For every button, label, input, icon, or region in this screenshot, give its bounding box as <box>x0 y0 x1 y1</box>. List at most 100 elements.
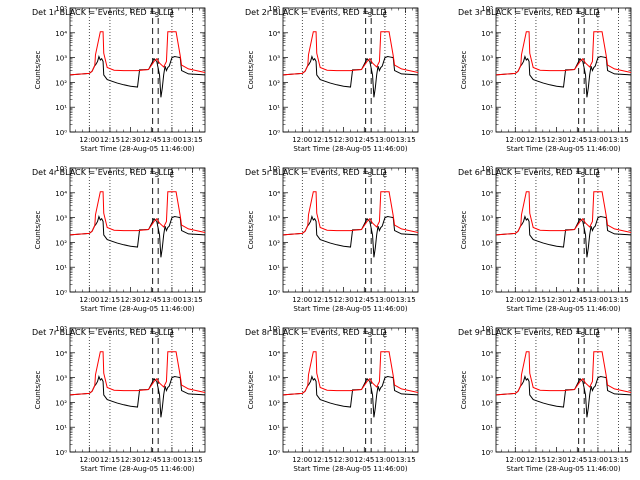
x-tick-label: 13:00 <box>162 296 182 304</box>
events-series-line <box>496 55 631 98</box>
events-series-line <box>496 375 631 418</box>
x-tick-label: 12:30 <box>547 296 567 304</box>
x-tick-label: 13:15 <box>609 456 629 464</box>
y-axis-title: Counts/sec <box>247 51 255 90</box>
x-tick-label: 12:15 <box>313 136 333 144</box>
panel-title: Det 9r BLACK = Events, RED = LLD <box>458 328 600 337</box>
x-tick-label: 13:00 <box>588 136 608 144</box>
events-series-line <box>283 55 418 98</box>
plot-frame <box>495 7 632 133</box>
x-tick-label: 12:15 <box>526 456 546 464</box>
y-tick-label: 10⁰ <box>55 449 67 457</box>
panel-det-8: Det 8r BLACK = Events, RED = LLD 10⁰ 10¹ 10… <box>245 325 419 473</box>
plot-frame <box>69 7 206 133</box>
x-tick-label: 12:45 <box>354 456 374 464</box>
panel-title: Det 8r BLACK = Events, RED = LLD <box>245 328 387 337</box>
panel-title: Det 1r BLACK = Events, RED = LLD <box>32 8 174 17</box>
y-tick-label: 10¹ <box>268 424 280 432</box>
y-tick-label: 10¹ <box>55 264 67 272</box>
x-tick-label: 12:15 <box>313 296 333 304</box>
y-axis-title: Counts/sec <box>34 51 42 90</box>
x-tick-label: 12:00 <box>505 296 525 304</box>
events-series-line <box>70 55 205 98</box>
x-tick-label: 12:45 <box>567 296 587 304</box>
y-tick-label: 10⁰ <box>55 289 67 297</box>
x-tick-label: 12:30 <box>547 456 567 464</box>
y-tick-label: 10⁵ <box>55 165 67 173</box>
y-axis-title: Counts/sec <box>460 371 468 410</box>
panel-det-7: Det 7r BLACK = Events, RED = LLD 10⁰ 10¹ 10… <box>32 325 206 473</box>
x-tick-label: 12:45 <box>354 136 374 144</box>
y-axis-title: Counts/sec <box>34 371 42 410</box>
plot-frame <box>282 7 419 133</box>
x-tick-label: 13:15 <box>396 136 416 144</box>
x-tick-label: 12:45 <box>354 296 374 304</box>
x-tick-label: 12:30 <box>547 136 567 144</box>
y-tick-label: 10² <box>481 239 493 247</box>
top-marker-e: E <box>596 11 600 19</box>
y-tick-label: 10³ <box>268 375 280 383</box>
x-tick-label: 13:15 <box>183 136 203 144</box>
y-tick-label: 10⁰ <box>268 449 280 457</box>
events-series-line <box>496 215 631 258</box>
x-tick-label: 13:15 <box>609 136 629 144</box>
lld-series-line <box>496 351 631 396</box>
top-marker-e: E <box>383 331 387 339</box>
panel-det-2: Det 2r BLACK = Events, RED = LLD 10⁰ 10¹ 10… <box>245 5 419 153</box>
y-tick-label: 10⁰ <box>481 289 493 297</box>
x-tick-label: 12:45 <box>141 136 161 144</box>
y-tick-label: 10⁵ <box>55 325 67 333</box>
top-marker-s: S <box>368 11 373 19</box>
x-tick-label: 12:45 <box>141 456 161 464</box>
panel-title: Det 5r BLACK = Events, RED = LLD <box>245 168 387 177</box>
y-tick-label: 10³ <box>55 215 67 223</box>
top-marker-s: S <box>581 171 586 179</box>
x-tick-label: 12:15 <box>100 296 120 304</box>
y-tick-label: 10¹ <box>481 424 493 432</box>
panel-title: Det 2r BLACK = Events, RED = LLD <box>245 8 387 17</box>
panel-title: Det 3r BLACK = Events, RED = LLD <box>458 8 600 17</box>
y-tick-label: 10⁵ <box>268 5 280 13</box>
lld-series-line <box>283 31 418 76</box>
top-marker-e: E <box>596 171 600 179</box>
panel-det-3: Det 3r BLACK = Events, RED = LLD 10⁰ 10¹ 10… <box>458 5 632 153</box>
x-tick-label: 12:30 <box>334 456 354 464</box>
y-tick-label: 10¹ <box>481 264 493 272</box>
y-tick-label: 10¹ <box>55 104 67 112</box>
top-marker-s: S <box>155 11 160 19</box>
y-tick-label: 10⁵ <box>481 165 493 173</box>
x-tick-label: 13:15 <box>609 296 629 304</box>
y-tick-label: 10⁰ <box>481 449 493 457</box>
y-tick-label: 10⁴ <box>268 190 280 198</box>
lld-series-line <box>283 351 418 396</box>
x-tick-label: 12:30 <box>121 296 141 304</box>
x-tick-label: 12:45 <box>567 136 587 144</box>
x-tick-label: 13:15 <box>183 296 203 304</box>
panel-title: Det 4r BLACK = Events, RED = LLD <box>32 168 174 177</box>
y-tick-label: 10² <box>268 399 280 407</box>
x-tick-label: 12:00 <box>292 136 312 144</box>
y-tick-label: 10² <box>55 79 67 87</box>
y-tick-label: 10⁴ <box>481 350 493 358</box>
x-tick-label: 13:15 <box>396 296 416 304</box>
lld-series-line <box>283 191 418 236</box>
y-tick-label: 10² <box>268 239 280 247</box>
x-tick-label: 12:45 <box>567 456 587 464</box>
x-tick-label: 12:30 <box>121 136 141 144</box>
top-marker-e: E <box>383 171 387 179</box>
x-axis-title: Start Time (28-Aug-05 11:46:00) <box>506 465 620 473</box>
y-tick-label: 10³ <box>268 55 280 63</box>
plot-frame <box>282 327 419 453</box>
y-tick-label: 10¹ <box>481 104 493 112</box>
x-tick-label: 12:45 <box>141 296 161 304</box>
x-axis-title: Start Time (28-Aug-05 11:46:00) <box>293 465 407 473</box>
x-tick-label: 13:00 <box>588 456 608 464</box>
x-tick-label: 12:15 <box>313 456 333 464</box>
plot-frame <box>69 167 206 293</box>
top-marker-s: S <box>368 331 373 339</box>
y-tick-label: 10³ <box>55 55 67 63</box>
top-marker-e: E <box>383 11 387 19</box>
y-tick-label: 10⁴ <box>268 350 280 358</box>
plot-frame <box>495 167 632 293</box>
